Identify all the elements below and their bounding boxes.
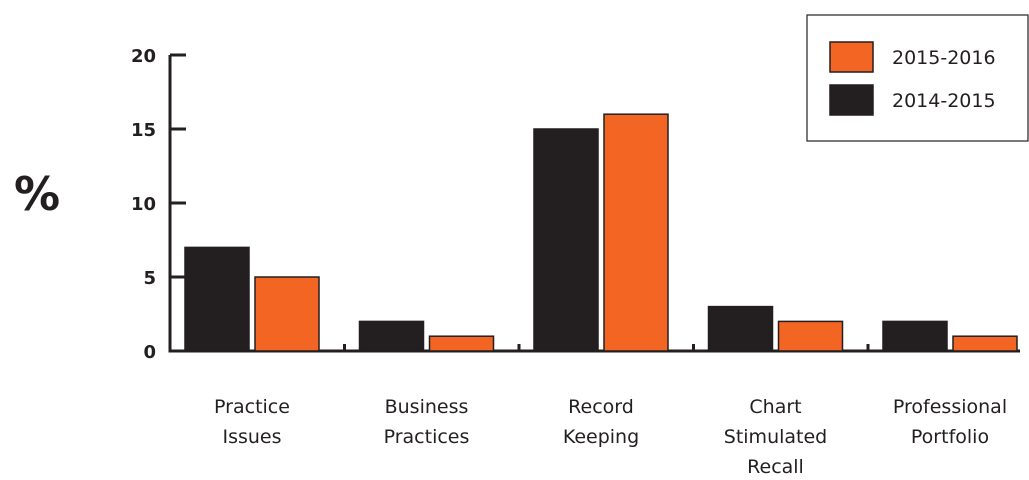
y-tick-label: 20	[131, 46, 156, 67]
legend-label: 2015-2016	[892, 47, 996, 69]
x-category-label: Chart Stimulated Recall	[724, 396, 827, 478]
legend: 2015-2016 2014-2015	[806, 14, 1029, 142]
bar-2015-2016-business-practices	[428, 335, 495, 352]
bar-2014-2015-record-keeping	[533, 128, 599, 352]
x-category-label: Practice Issues	[214, 396, 290, 448]
y-tick-label: 10	[131, 194, 156, 215]
bar-2015-2016-professional-portfolio	[952, 335, 1018, 352]
y-axis-ticks: 0 5 10 15 20	[131, 46, 186, 363]
legend-box	[806, 14, 1029, 142]
bar-2015-2016-record-keeping	[603, 113, 669, 352]
x-category-label: Professional Portfolio	[893, 396, 1007, 448]
y-tick-label: 15	[131, 120, 156, 141]
legend-label: 2014-2015	[892, 90, 996, 112]
y-axis-title: %	[14, 167, 60, 221]
bar-2014-2015-chart-stimulated-recall	[707, 305, 774, 352]
y-tick-label: 5	[143, 268, 156, 289]
y-tick-label: 0	[143, 342, 156, 363]
legend-swatch	[829, 84, 874, 116]
bar-2014-2015-business-practices	[358, 320, 425, 352]
bars	[184, 113, 1018, 352]
x-category-label: Record Keeping	[563, 396, 639, 448]
x-category-label: Business Practices	[384, 396, 470, 448]
bar-2014-2015-practice-issues	[184, 246, 250, 352]
bar-2014-2015-professional-portfolio	[882, 320, 948, 352]
legend-swatch	[829, 41, 874, 73]
bar-2015-2016-chart-stimulated-recall	[777, 320, 844, 352]
x-axis-labels: Practice Issues Business Practices Record Kee…	[214, 396, 1007, 478]
bar-2015-2016-practice-issues	[254, 276, 320, 352]
